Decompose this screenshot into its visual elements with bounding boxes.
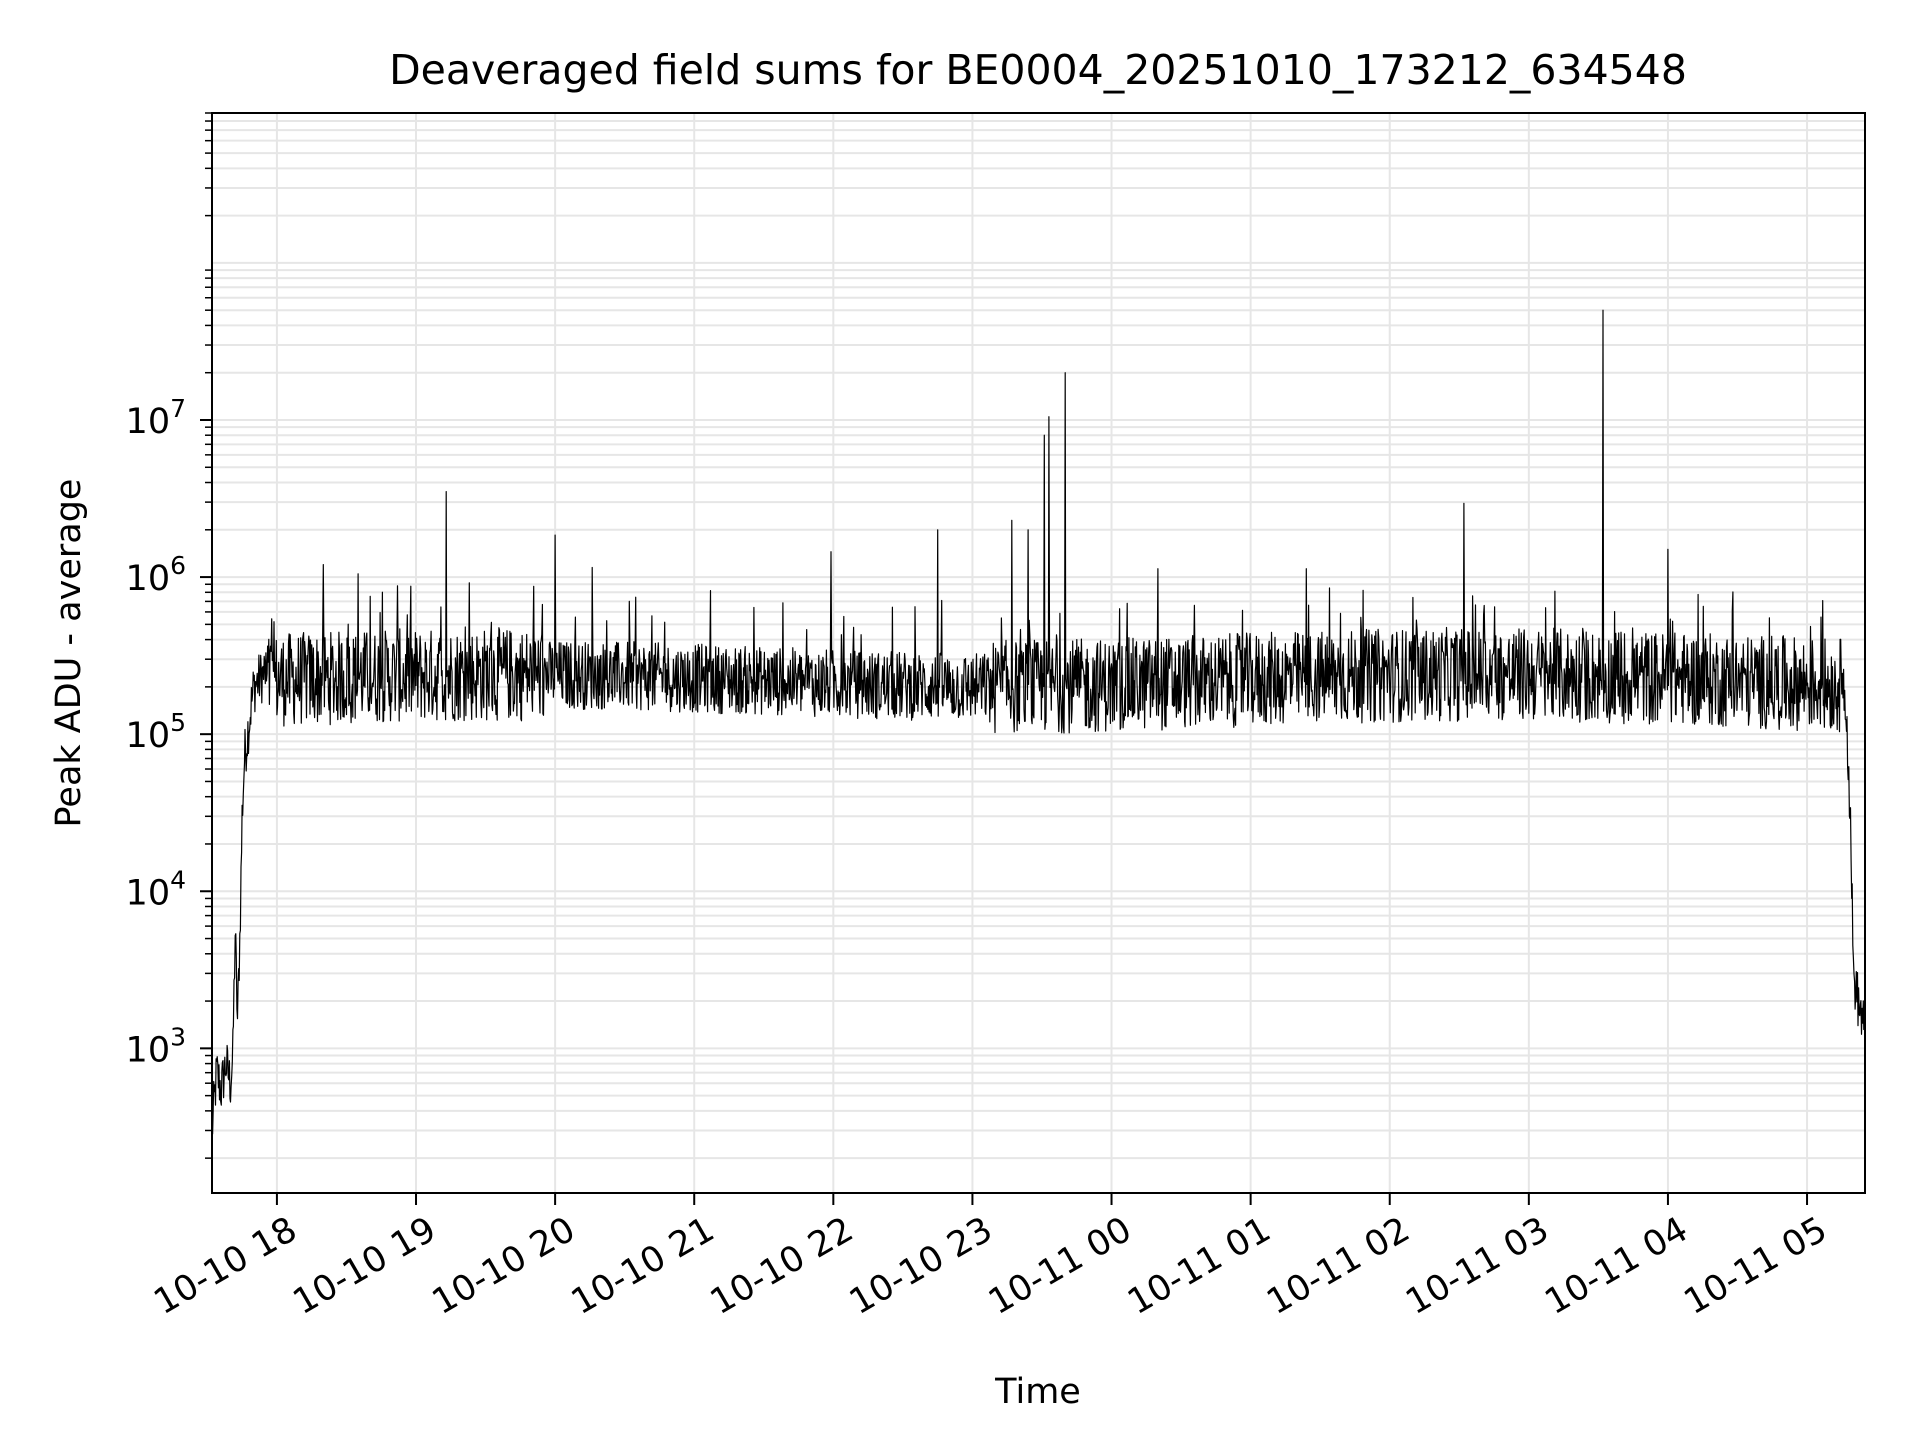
y-tick-exponent: 4 [170,865,186,894]
y-tick-exponent: 7 [170,394,186,423]
y-tick-exponent: 3 [170,1022,186,1051]
series-line [212,309,1865,1135]
grid [212,112,1865,1193]
plot-frame [211,112,1866,1194]
y-tick-exponent: 6 [170,551,186,580]
y-tick-label: 106 [126,551,186,599]
y-tick-base: 10 [126,559,171,599]
data-series [212,309,1865,1135]
y-tick-base: 10 [126,716,171,756]
y-tick-base: 10 [126,873,171,913]
chart-title: Deaveraged field sums for BE0004_2025101… [389,46,1687,94]
y-tick-exponent: 5 [170,708,186,737]
y-tick-label: 105 [126,708,186,756]
y-tick-label: 107 [126,394,186,442]
x-axis-label: Time [994,1372,1081,1412]
y-tick-label: 104 [126,865,186,913]
y-tick-label: 103 [126,1022,186,1070]
y-tick-base: 10 [126,1030,171,1070]
y-tick-base: 10 [126,402,171,442]
y-axis-label: Peak ADU - average [49,479,89,828]
